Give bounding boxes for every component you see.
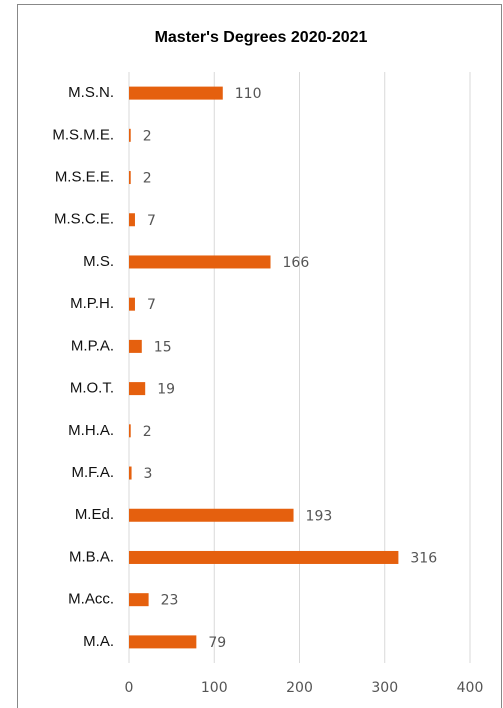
y-tick-label: M.Ed. [75, 506, 114, 523]
y-tick-label: M.O.T. [70, 380, 114, 397]
data-label: 23 [161, 593, 179, 609]
y-tick-label: M.H.A. [68, 422, 114, 439]
data-label: 2 [143, 171, 152, 187]
data-label: 166 [283, 255, 310, 271]
data-label: 7 [147, 213, 156, 229]
bar [129, 550, 399, 564]
y-tick-label: M.P.H. [70, 295, 114, 312]
x-tick-label: 400 [457, 680, 484, 696]
data-label: 15 [154, 339, 172, 355]
bar [129, 424, 131, 438]
bar [129, 255, 271, 269]
y-tick-label: M.B.A. [69, 548, 114, 565]
y-tick-label: M.S.C.E. [54, 211, 114, 228]
chart-title: Master's Degrees 2020-2021 [155, 29, 368, 46]
y-tick-label: M.S.E.E. [55, 169, 114, 186]
y-tick-label: M.A. [83, 633, 114, 650]
data-label: 19 [157, 382, 175, 398]
bar [129, 593, 149, 607]
data-label: 2 [143, 128, 152, 144]
bar [129, 86, 223, 100]
y-tick-label: M.Acc. [68, 591, 114, 608]
x-tick-label: 0 [125, 680, 134, 696]
y-tick-label: M.S.M.E. [52, 126, 114, 143]
x-tick-label: 300 [371, 680, 398, 696]
x-tick-label: 100 [201, 680, 228, 696]
data-label: 3 [144, 466, 153, 482]
bar [129, 466, 132, 480]
y-tick-label: M.F.A. [71, 464, 114, 481]
chart-border [17, 4, 502, 708]
bar [129, 297, 135, 311]
data-label: 316 [410, 550, 437, 566]
bar [129, 508, 294, 522]
bar [129, 171, 131, 185]
data-label: 2 [143, 424, 152, 440]
bar [129, 635, 197, 649]
x-tick-label: 200 [286, 680, 313, 696]
data-label: 79 [208, 635, 226, 651]
y-tick-label: M.P.A. [71, 337, 114, 354]
data-label: 193 [306, 508, 333, 524]
bar [129, 213, 135, 227]
y-tick-label: M.S.N. [68, 84, 114, 101]
data-label: 110 [235, 86, 262, 102]
bar [129, 382, 146, 396]
y-tick-label: M.S. [83, 253, 114, 270]
bar [129, 339, 142, 353]
bar [129, 128, 131, 142]
data-label: 7 [147, 297, 156, 313]
